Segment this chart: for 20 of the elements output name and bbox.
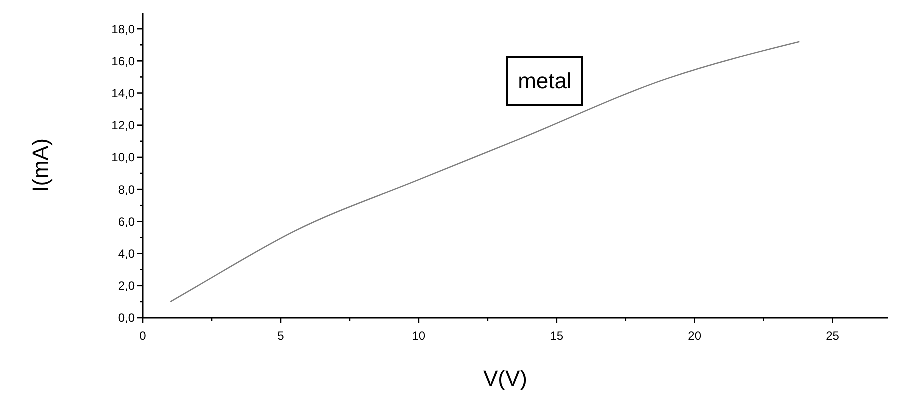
x-tick-label: 0 (140, 329, 147, 343)
y-tick-label: 0,0 (118, 311, 136, 326)
x-tick-label: 5 (278, 329, 285, 343)
y-tick-label: 6,0 (118, 214, 136, 229)
y-tick-label: 4,0 (118, 246, 136, 261)
y-tick-label: 16,0 (112, 54, 136, 68)
y-tick-label: 8,0 (118, 182, 136, 197)
x-tick-label: 10 (412, 329, 426, 343)
y-tick-label: 10,0 (112, 150, 136, 165)
x-axis-title: V(V) (484, 366, 528, 391)
y-tick-label: 2,0 (118, 279, 136, 294)
x-tick-label: 25 (826, 329, 840, 343)
y-tick-label: 12,0 (112, 118, 136, 133)
annotation: metal (518, 68, 572, 94)
x-tick-label: 15 (550, 329, 564, 343)
x-tick-label: 20 (688, 329, 702, 343)
y-axis-title: I(mA) (28, 138, 53, 192)
y-tick-label: 14,0 (112, 86, 136, 100)
y-tick-label: 18,0 (112, 22, 136, 36)
line-series (170, 41, 800, 303)
